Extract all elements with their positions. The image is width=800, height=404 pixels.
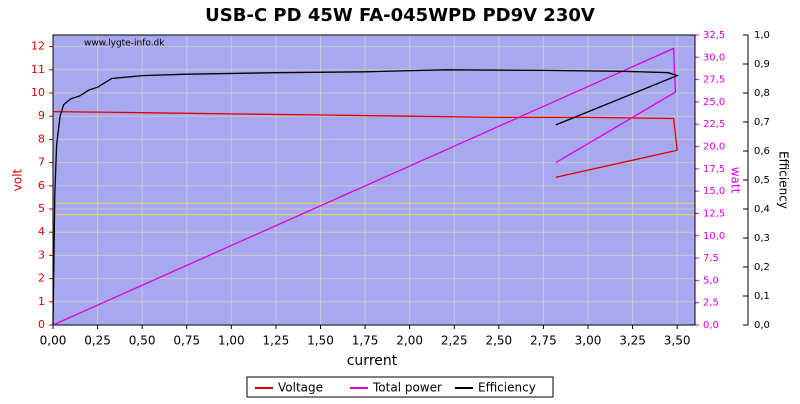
y2-tick-label: 27,5 [703, 75, 725, 86]
series-line [52, 69, 680, 326]
y3-tick-label: 0,8 [754, 88, 770, 99]
x-tick-label: 3,25 [619, 334, 646, 348]
x-tick-label: 1,75 [352, 334, 379, 348]
legend-box [246, 376, 554, 398]
y2-tick-label: 7,5 [703, 253, 719, 264]
x-tick-label: 2,50 [485, 334, 512, 348]
legend-label: Total power [372, 381, 442, 395]
y2-tick-label: 12,5 [703, 208, 725, 219]
x-tick-label: 2,00 [396, 334, 423, 348]
x-tick-label: 0,00 [40, 334, 67, 348]
y3-tick-label: 0,7 [754, 117, 770, 128]
y3-tick-label: 0,5 [754, 175, 770, 186]
x-tick-label: 1,50 [307, 334, 334, 348]
y3-tick-label: 0,1 [754, 291, 770, 302]
x-axis-label: current [347, 353, 398, 369]
x-tick-label: 2,75 [530, 334, 557, 348]
y2-tick-label: 2,5 [703, 298, 719, 309]
legend-label: Efficiency [478, 381, 536, 395]
y2-tick-label: 22,5 [703, 119, 725, 130]
x-tick-label: 1,25 [263, 334, 290, 348]
x-tick-label: 3,00 [575, 334, 602, 348]
y-tick-label: 9 [38, 109, 45, 122]
y-tick-label: 3 [38, 248, 45, 261]
y2-tick-label: 25,0 [703, 97, 725, 108]
chart-title: USB-C PD 45W FA-045WPD PD9V 230V [205, 5, 595, 26]
x-tick-label: 3,50 [664, 334, 691, 348]
y-tick-label: 7 [38, 156, 45, 169]
y3-tick-label: 0,4 [754, 204, 770, 215]
y2-tick-label: 32,5 [703, 30, 725, 41]
x-tick-label: 1,00 [218, 334, 245, 348]
y3-tick-label: 0,3 [754, 233, 770, 244]
y2-tick-label: 15,0 [703, 186, 725, 197]
y-axis-label: volt [11, 168, 25, 191]
y3-tick-label: 0,2 [754, 262, 770, 273]
y2-tick-label: 10,0 [703, 231, 725, 242]
y3-axis-label: Efficiency [777, 151, 791, 209]
series-line [52, 110, 678, 178]
y-tick-label: 0 [38, 318, 45, 331]
y3-tick-label: 0,6 [754, 146, 770, 157]
x-tick-label: 0,50 [129, 334, 156, 348]
x-tick-label: 2,25 [441, 334, 468, 348]
y2-axis-label: watt [729, 167, 743, 194]
y-tick-label: 8 [38, 132, 45, 145]
y3-tick-label: 0,9 [754, 59, 770, 70]
y-tick-label: 6 [38, 179, 45, 192]
y2-tick-label: 20,0 [703, 142, 725, 153]
x-tick-label: 0,75 [173, 334, 200, 348]
series-line [52, 47, 677, 326]
y-tick-label: 4 [38, 225, 45, 238]
y2-tick-label: 5,0 [703, 275, 719, 286]
legend-label: Voltage [278, 381, 323, 395]
y-tick-label: 10 [31, 86, 45, 99]
y-tick-label: 2 [38, 272, 45, 285]
annotation: www.lygte-info.dk [84, 39, 165, 49]
y-tick-label: 5 [38, 202, 45, 215]
y-tick-label: 1 [38, 295, 45, 308]
x-tick-label: 0,25 [84, 334, 111, 348]
y2-tick-label: 0,0 [703, 320, 719, 331]
y-tick-label: 12 [31, 40, 45, 53]
y2-tick-label: 30,0 [703, 52, 725, 63]
y-tick-label: 11 [31, 63, 45, 76]
y2-tick-label: 17,5 [703, 164, 725, 175]
plot-frame [52, 34, 696, 326]
y3-tick-label: 1,0 [754, 30, 770, 41]
y3-tick-label: 0,0 [754, 320, 770, 331]
